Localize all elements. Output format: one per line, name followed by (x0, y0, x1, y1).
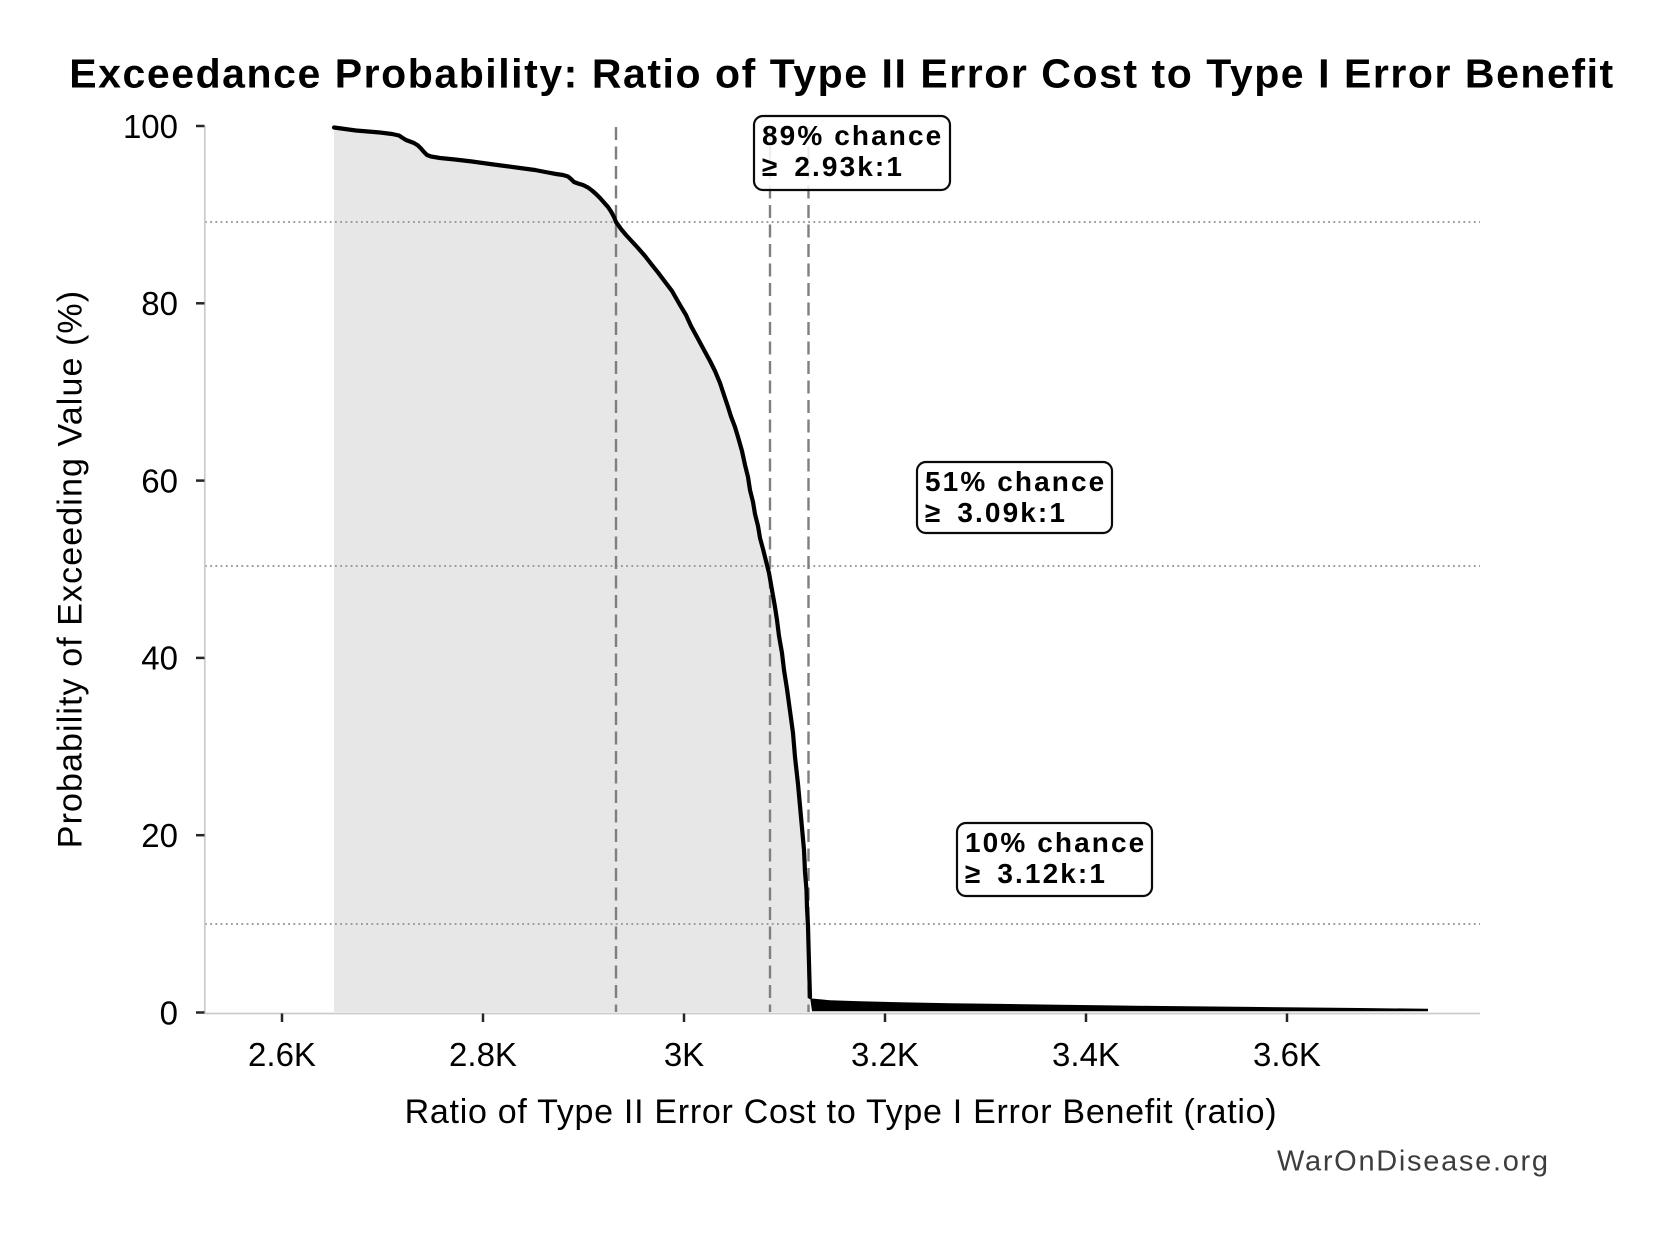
svg-text:3K: 3K (664, 1036, 704, 1073)
svg-text:100: 100 (123, 108, 178, 145)
svg-text:40: 40 (141, 640, 178, 677)
svg-text:≥ 2.93k:1: ≥ 2.93k:1 (762, 151, 904, 182)
svg-text:20: 20 (141, 817, 178, 854)
svg-text:Probability of Exceeding Value: Probability of Exceeding Value (%) (52, 290, 90, 848)
svg-text:Ratio of Type II Error Cost to: Ratio of Type II Error Cost to Type I Er… (405, 1093, 1278, 1131)
svg-text:60: 60 (141, 462, 178, 499)
svg-text:2.8K: 2.8K (449, 1036, 517, 1073)
svg-text:WarOnDisease.org: WarOnDisease.org (1277, 1145, 1550, 1177)
svg-text:3.4K: 3.4K (1052, 1036, 1120, 1073)
svg-text:89% chance: 89% chance (762, 120, 943, 151)
svg-text:3.2K: 3.2K (851, 1036, 919, 1073)
svg-text:2.6K: 2.6K (248, 1036, 316, 1073)
svg-text:≥ 3.09k:1: ≥ 3.09k:1 (925, 497, 1067, 528)
svg-text:3.6K: 3.6K (1253, 1036, 1321, 1073)
svg-text:0: 0 (160, 994, 178, 1031)
svg-text:51% chance: 51% chance (925, 466, 1106, 497)
svg-text:Exceedance Probability: Ratio: Exceedance Probability: Ratio of Type II… (69, 51, 1614, 97)
svg-text:80: 80 (141, 285, 178, 322)
svg-text:10% chance: 10% chance (965, 827, 1146, 858)
svg-text:≥ 3.12k:1: ≥ 3.12k:1 (965, 858, 1107, 889)
